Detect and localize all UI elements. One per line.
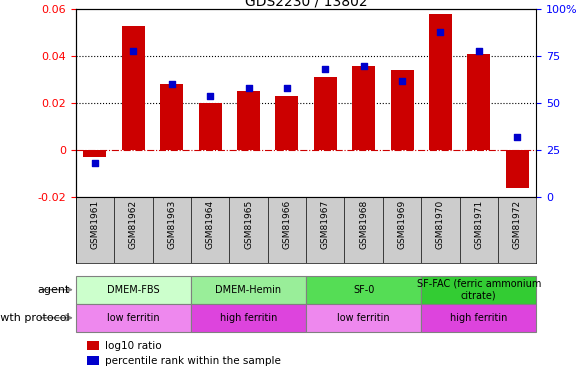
Point	[90, 160, 100, 166]
Text: GSM81965: GSM81965	[244, 200, 253, 249]
Bar	[306, 276, 421, 304]
Text: SF-0: SF-0	[353, 285, 374, 295]
Text: GSM81967: GSM81967	[321, 200, 330, 249]
Text: high ferritin: high ferritin	[450, 313, 507, 323]
Bar	[199, 103, 222, 150]
Bar	[505, 150, 529, 188]
Point	[436, 29, 445, 35]
Point	[205, 93, 215, 99]
Text: GSM81970: GSM81970	[436, 200, 445, 249]
Bar	[429, 14, 452, 150]
Point	[474, 48, 483, 54]
Bar	[467, 54, 490, 150]
Text: percentile rank within the sample: percentile rank within the sample	[105, 356, 281, 366]
Point	[129, 48, 138, 54]
Bar	[275, 96, 298, 150]
Text: GSM81971: GSM81971	[475, 200, 483, 249]
Bar	[191, 276, 306, 304]
Bar	[421, 276, 536, 304]
Bar	[237, 92, 260, 150]
Point	[398, 78, 407, 84]
Text: agent: agent	[37, 285, 70, 295]
Point	[321, 66, 330, 72]
Text: GSM81969: GSM81969	[398, 200, 406, 249]
Bar	[421, 304, 536, 332]
Bar	[191, 304, 306, 332]
Text: DMEM-Hemin: DMEM-Hemin	[216, 285, 282, 295]
Bar	[83, 150, 107, 157]
Text: GSM81962: GSM81962	[129, 200, 138, 249]
Text: DMEM-FBS: DMEM-FBS	[107, 285, 160, 295]
Point	[359, 63, 368, 69]
Bar	[122, 26, 145, 150]
Bar	[76, 276, 191, 304]
Text: growth protocol: growth protocol	[0, 313, 70, 323]
Bar	[160, 84, 183, 150]
Bar	[314, 77, 337, 150]
Text: low ferritin: low ferritin	[338, 313, 390, 323]
Bar	[391, 70, 413, 150]
Text: GSM81968: GSM81968	[359, 200, 368, 249]
Text: GSM81963: GSM81963	[167, 200, 176, 249]
Text: GSM81961: GSM81961	[90, 200, 100, 249]
Text: GSM81964: GSM81964	[206, 200, 215, 249]
Text: high ferritin: high ferritin	[220, 313, 277, 323]
Point	[282, 85, 292, 91]
Text: GSM81972: GSM81972	[512, 200, 522, 249]
Title: GDS2230 / 13802: GDS2230 / 13802	[245, 0, 367, 8]
Bar	[76, 304, 191, 332]
Text: GSM81966: GSM81966	[282, 200, 292, 249]
Text: log10 ratio: log10 ratio	[105, 340, 161, 351]
Bar	[306, 304, 421, 332]
Point	[167, 81, 177, 87]
Text: SF-FAC (ferric ammonium
citrate): SF-FAC (ferric ammonium citrate)	[417, 279, 541, 300]
Text: low ferritin: low ferritin	[107, 313, 160, 323]
Bar	[352, 66, 375, 150]
Point	[244, 85, 253, 91]
Point	[512, 134, 522, 140]
